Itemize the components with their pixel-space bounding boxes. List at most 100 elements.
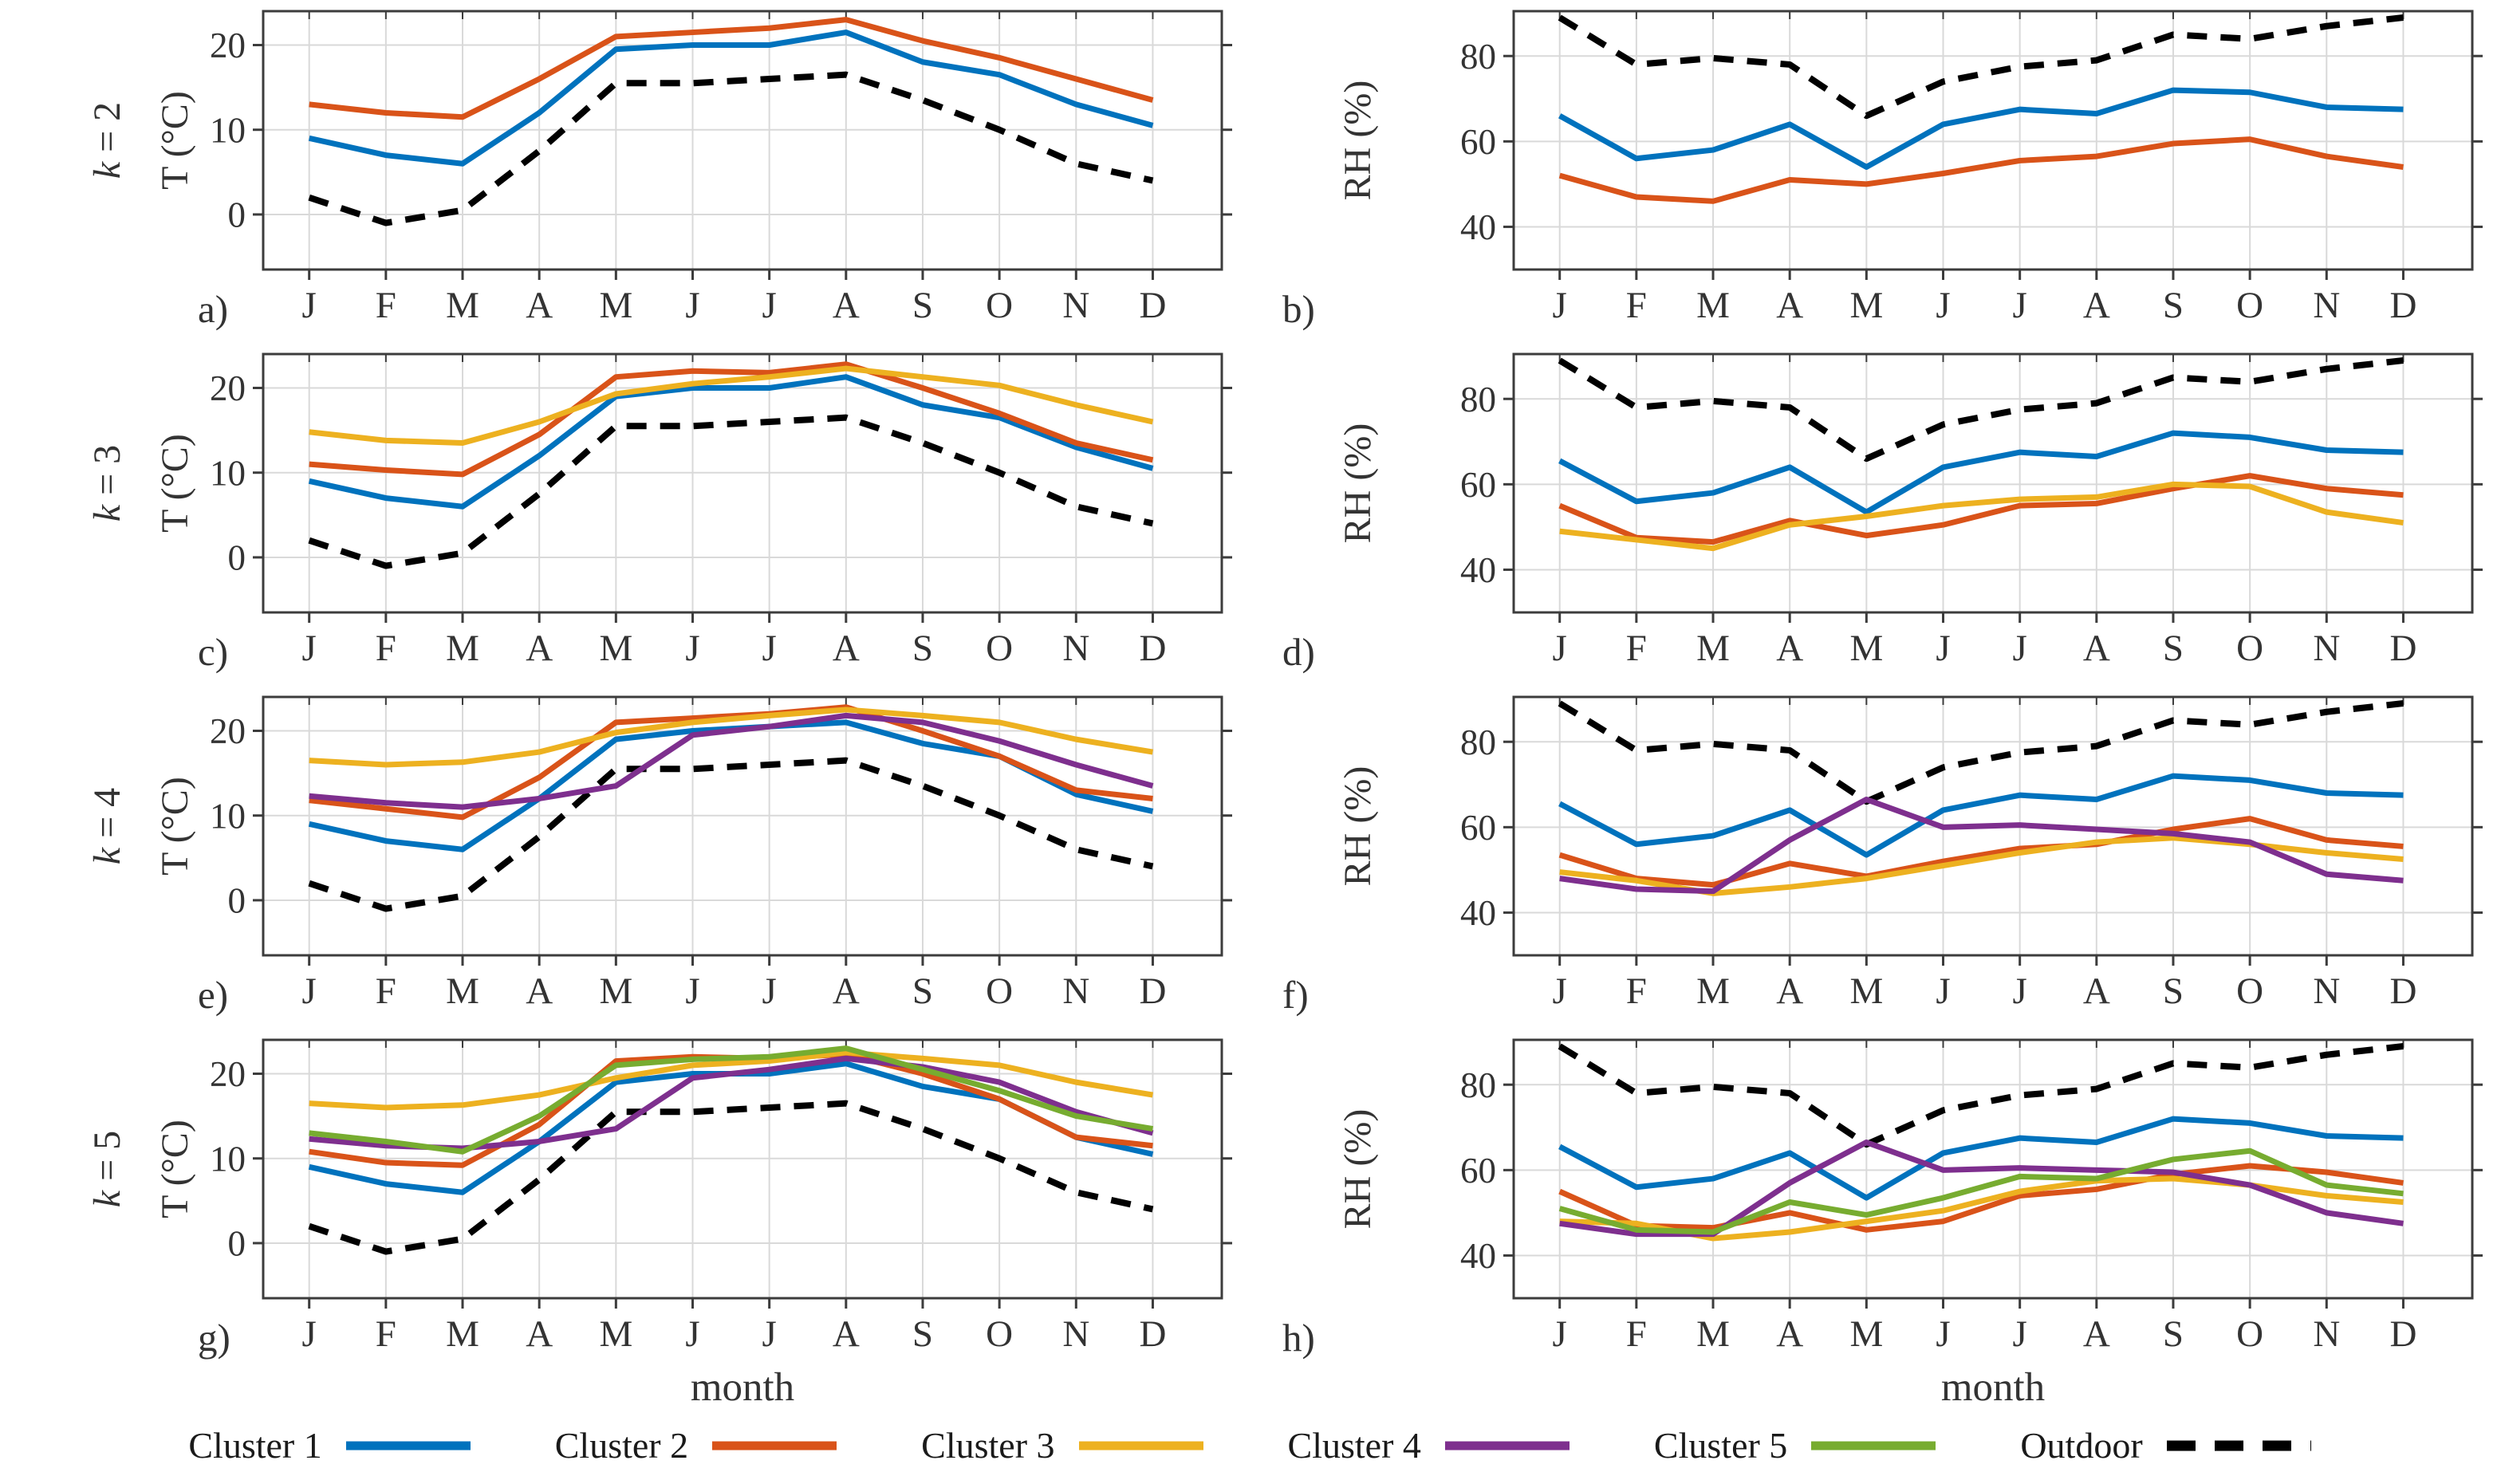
x-tick-label-month: N — [1062, 628, 1089, 669]
series-line-cluster-3 — [309, 1049, 1154, 1111]
series-line-outdoor — [1558, 357, 2404, 463]
x-tick-label-month: D — [2389, 285, 2416, 326]
x-tick-label-month: A — [526, 628, 553, 669]
plot-box — [262, 695, 1223, 957]
y-tick-label: 0 — [228, 538, 246, 578]
x-tick-label-month: A — [2083, 285, 2110, 326]
x-tick-label-month: S — [912, 628, 933, 669]
x-tick-label-month: O — [986, 285, 1013, 326]
x-tick-label-month: F — [1626, 628, 1647, 669]
y-axis-label: RH (%) — [1337, 766, 1379, 887]
x-tick-label-month: N — [1062, 285, 1089, 326]
subplot-d-humidity-k3: 40 60 80 J F M A M J J A S O N D RH (%) d) — [1250, 343, 2501, 686]
y-axis-label: T (°C) — [154, 777, 196, 876]
x-tick-label-month: M — [1696, 628, 1730, 669]
x-tick-label-month: S — [2163, 628, 2184, 669]
x-tick-label-month: J — [685, 1313, 699, 1355]
subplot-h-humidity-k5: 40 60 80 J F M A M J J A S O N D RH (%) h) month — [1250, 1029, 2501, 1407]
series-line-cluster-1 — [1558, 773, 2404, 858]
x-tick-label-month: A — [833, 970, 860, 1012]
y-tick-label: 40 — [1460, 1236, 1496, 1276]
legend-swatch-line — [2166, 1440, 2311, 1451]
legend-swatch-line — [345, 1441, 471, 1451]
x-tick-label-month: M — [1696, 970, 1730, 1012]
x-tick-label-month: J — [2013, 1313, 2027, 1355]
panel-letter: c) — [198, 630, 228, 674]
legend-swatch-line — [1078, 1441, 1203, 1451]
series-line-cluster-2 — [1558, 473, 2404, 545]
y-tick-label: 20 — [210, 1054, 246, 1094]
x-tick-label-month: A — [1776, 1313, 1803, 1355]
x-tick-label-month: A — [2083, 628, 2110, 669]
x-tick-label-month: S — [2163, 1313, 2184, 1355]
series-line-cluster-2 — [1558, 136, 2404, 204]
x-tick-label-month: J — [302, 285, 317, 326]
row-label-k: k = 2 — [86, 102, 128, 179]
row-label-k: k = 5 — [86, 1131, 128, 1207]
chart-d-humidity-k3: 40 60 80 J F M A M J J A S O N D RH (%) d) — [1282, 352, 2483, 674]
x-tick-label-month: J — [1553, 628, 1567, 669]
x-axis-label: month — [691, 1365, 794, 1407]
x-tick-label-month: J — [762, 285, 777, 326]
series-line-cluster-1 — [1558, 1116, 2404, 1201]
series-line-cluster-1 — [308, 30, 1154, 167]
panel-letter: g) — [198, 1316, 230, 1360]
legend-item-outdoor: Outdoor — [2020, 1427, 2312, 1464]
x-tick-label-month: O — [986, 1313, 1013, 1355]
series-line-outdoor — [308, 71, 1154, 226]
plot-box — [262, 352, 1223, 614]
series-line-outdoor — [1558, 1043, 2404, 1148]
x-tick-label-month: J — [2013, 970, 2027, 1012]
panel-letter: d) — [1282, 630, 1315, 674]
series-line-outdoor — [1558, 14, 2404, 120]
x-tick-label-month: J — [685, 970, 699, 1012]
legend-label: Cluster 2 — [554, 1425, 689, 1466]
x-tick-label-month: J — [1936, 970, 1950, 1012]
x-tick-label-month: M — [599, 628, 632, 669]
x-tick-label-month: J — [762, 628, 777, 669]
series-line-cluster-5 — [309, 1045, 1154, 1155]
x-tick-label-month: F — [376, 285, 396, 326]
x-tick-label-month: M — [1849, 628, 1883, 669]
legend-item-cluster-3: Cluster 3 — [921, 1427, 1204, 1464]
plot-box — [1512, 10, 2474, 271]
x-tick-label-month: F — [1626, 1313, 1647, 1355]
x-tick-label-month: A — [2083, 1313, 2110, 1355]
y-tick-label: 60 — [1460, 808, 1496, 848]
x-tick-label-month: M — [1696, 285, 1730, 326]
x-tick-label-month: J — [1936, 285, 1950, 326]
y-tick-label: 60 — [1460, 122, 1496, 162]
x-tick-label-month: S — [2163, 285, 2184, 326]
x-axis-label: month — [1941, 1365, 2045, 1407]
x-tick-label-month: O — [986, 970, 1013, 1012]
x-tick-label-month: M — [446, 628, 479, 669]
legend-swatch-line — [712, 1441, 837, 1451]
series-line-outdoor — [1558, 700, 2404, 805]
x-tick-label-month: J — [302, 628, 317, 669]
x-tick-label-month: M — [599, 285, 632, 326]
series-line-cluster-5 — [1558, 1147, 2404, 1235]
y-tick-label: 60 — [1460, 465, 1496, 505]
y-tick-label: 10 — [210, 796, 246, 836]
y-axis-label: RH (%) — [1337, 423, 1379, 544]
legend-label: Cluster 3 — [921, 1425, 1055, 1466]
y-tick-label: 80 — [1460, 380, 1496, 419]
series-line-cluster-2 — [309, 361, 1154, 478]
series-line-cluster-4 — [1559, 797, 2404, 895]
x-tick-label-month: D — [1139, 1313, 1166, 1355]
series-line-cluster-2 — [309, 704, 1153, 821]
legend-label: Cluster 1 — [188, 1425, 322, 1466]
x-tick-label-month: A — [526, 285, 553, 326]
x-tick-label-month: N — [2313, 1313, 2340, 1355]
x-tick-label-month: N — [2313, 285, 2340, 326]
x-tick-label-month: J — [1936, 628, 1950, 669]
chart-f-humidity-k4: 40 60 80 J F M A M J J A S O N D RH (%) f) — [1282, 695, 2483, 1017]
x-tick-label-month: J — [1936, 1313, 1950, 1355]
series-line-cluster-3 — [309, 365, 1154, 447]
